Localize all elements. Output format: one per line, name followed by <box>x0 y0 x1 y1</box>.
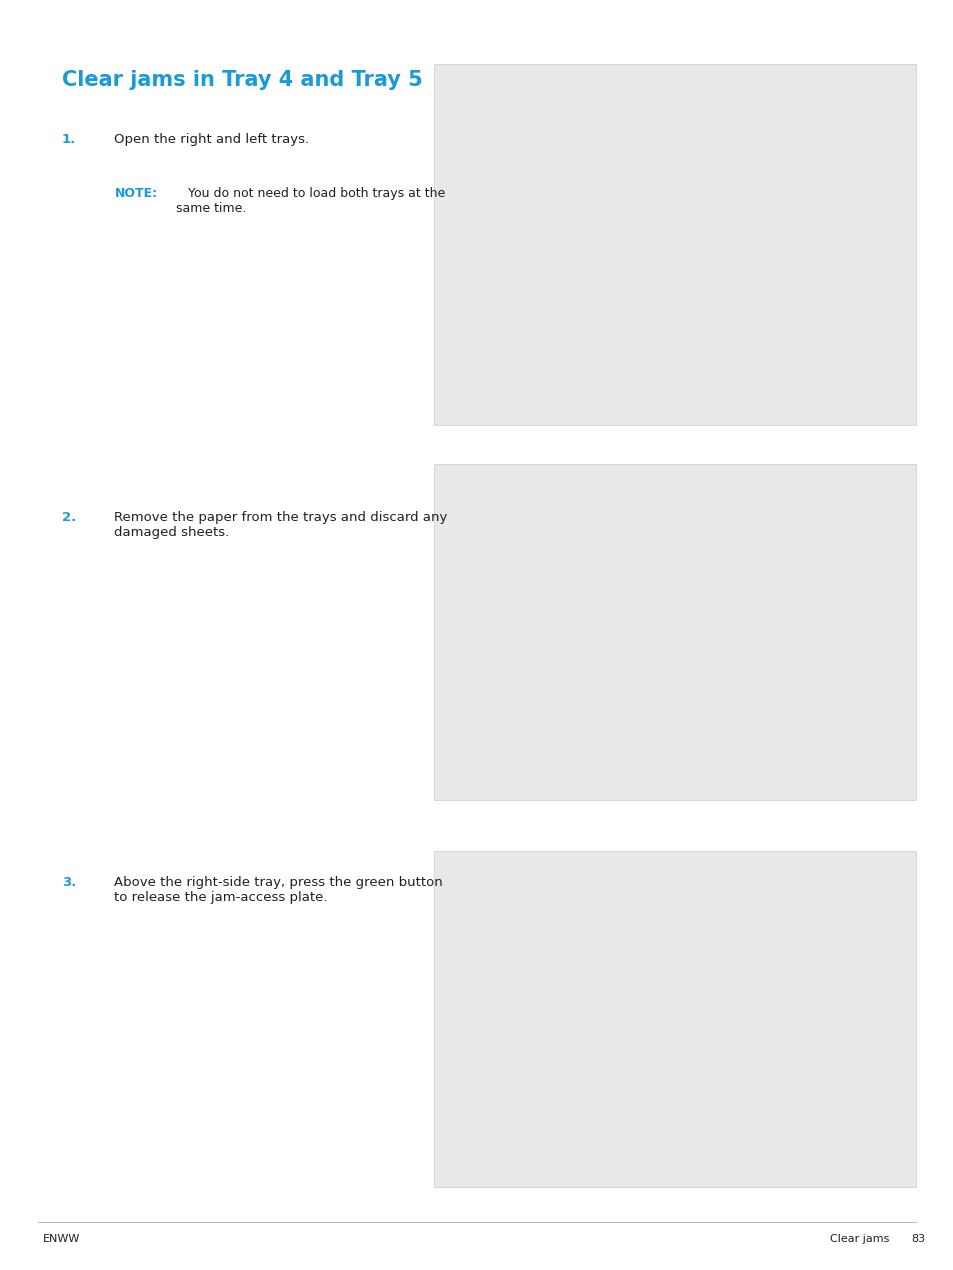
Text: NOTE:: NOTE: <box>114 187 157 199</box>
Text: Open the right and left trays.: Open the right and left trays. <box>114 133 310 146</box>
FancyBboxPatch shape <box>434 464 915 800</box>
Text: 83: 83 <box>910 1234 924 1245</box>
Text: 2.: 2. <box>62 511 76 523</box>
Text: Clear jams in Tray 4 and Tray 5: Clear jams in Tray 4 and Tray 5 <box>62 70 422 90</box>
Text: You do not need to load both trays at the
same time.: You do not need to load both trays at th… <box>176 187 445 215</box>
Text: 1.: 1. <box>62 133 76 146</box>
Text: 3.: 3. <box>62 876 76 889</box>
Text: ENWW: ENWW <box>43 1234 80 1245</box>
Text: Above the right-side tray, press the green button
to release the jam-access plat: Above the right-side tray, press the gre… <box>114 876 443 904</box>
Text: Remove the paper from the trays and discard any
damaged sheets.: Remove the paper from the trays and disc… <box>114 511 447 538</box>
FancyBboxPatch shape <box>434 64 915 425</box>
FancyBboxPatch shape <box>434 851 915 1187</box>
Text: Clear jams: Clear jams <box>829 1234 888 1245</box>
